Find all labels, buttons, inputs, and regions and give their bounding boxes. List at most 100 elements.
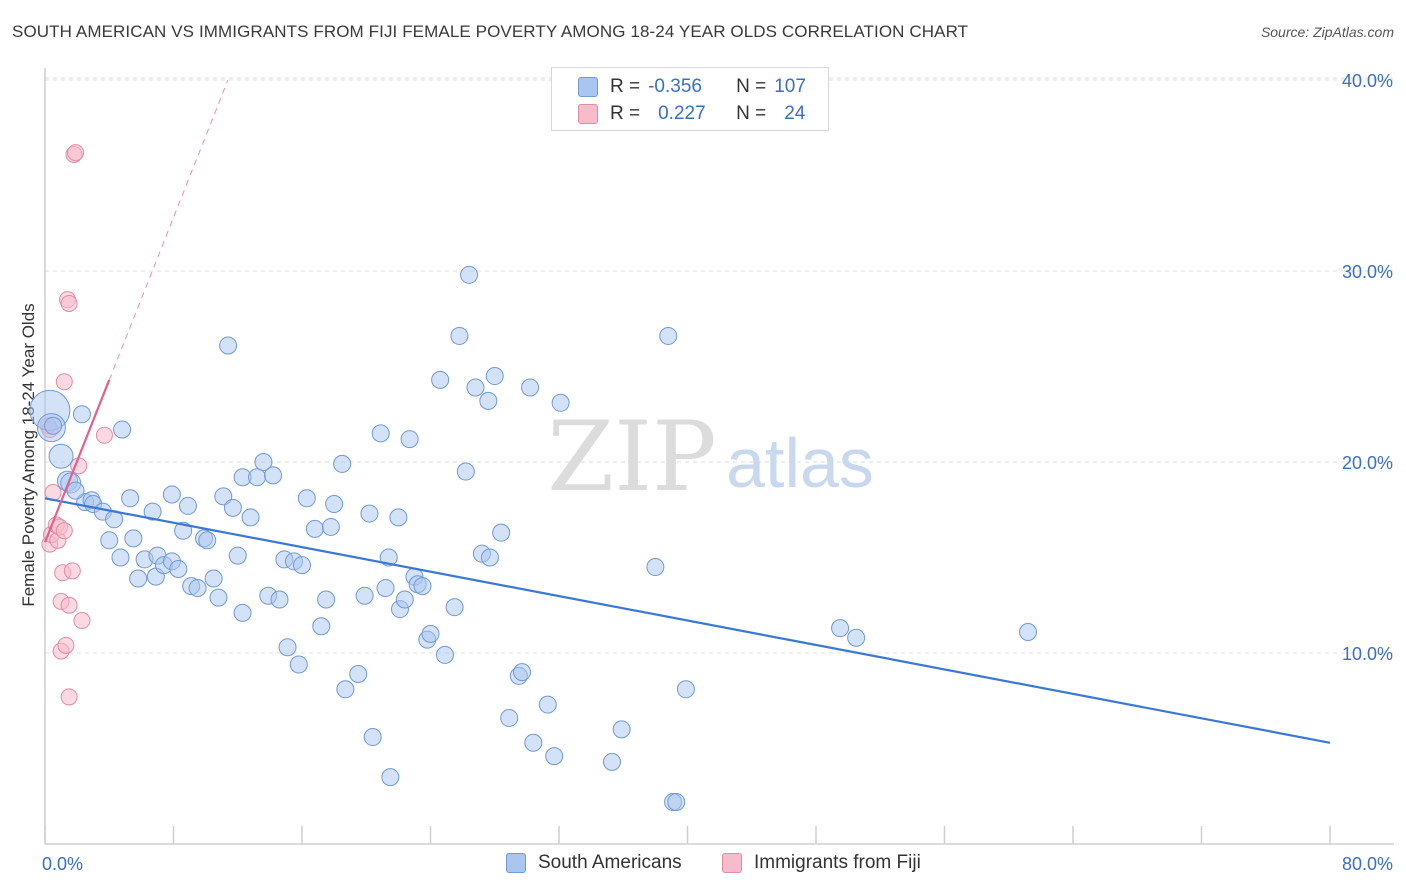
legend-swatch-south-american xyxy=(578,77,598,97)
fiji-point xyxy=(73,612,91,630)
y-tick-labels: 10.0% 20.0% 30.0% 40.0% xyxy=(1342,71,1393,664)
south-american-point xyxy=(174,521,193,540)
south-american-point xyxy=(219,336,238,355)
legend-item-south-americans: South Americans xyxy=(506,852,682,874)
south-american-point xyxy=(847,628,866,647)
legend-item-fiji: Immigrants from Fiji xyxy=(722,852,921,874)
south-american-point xyxy=(44,416,63,435)
south-american-point xyxy=(111,548,130,567)
south-american-point xyxy=(667,792,686,811)
south-american-point xyxy=(129,569,148,588)
legend-n-label: N = xyxy=(736,76,767,97)
south-american-point xyxy=(162,485,181,504)
south-american-point xyxy=(500,708,519,727)
south-american-point xyxy=(612,720,631,739)
legend-r-value: 0.227 xyxy=(658,103,706,124)
legend-r-value: -0.356 xyxy=(648,76,702,97)
south-american-point xyxy=(333,454,352,473)
south-american-point xyxy=(204,569,223,588)
south-american-point xyxy=(603,752,622,771)
south-american-point xyxy=(381,768,400,787)
south-american-point xyxy=(480,548,499,567)
south-american-point xyxy=(143,502,162,521)
south-american-point xyxy=(1019,622,1038,641)
fiji-trend-extension xyxy=(108,79,229,381)
south-american-point xyxy=(72,405,91,424)
fiji-point xyxy=(63,562,81,580)
south-american-point xyxy=(485,367,504,386)
south-american-point xyxy=(376,579,395,598)
south-american-point xyxy=(100,531,119,550)
south-american-point xyxy=(270,590,289,609)
legend-label: Immigrants from Fiji xyxy=(754,852,921,873)
x-tick-label: 80.0% xyxy=(1342,854,1393,874)
south-american-point xyxy=(228,546,247,565)
south-american-point xyxy=(445,598,464,617)
y-tick-label: 30.0% xyxy=(1342,262,1393,282)
south-american-point xyxy=(188,579,207,598)
x-tick-labels: 0.0% 80.0% xyxy=(42,854,1393,874)
legend-swatch-fiji xyxy=(722,853,742,873)
south-american-point xyxy=(389,508,408,527)
south-american-point xyxy=(317,590,336,609)
south-american-point xyxy=(521,378,540,397)
south-american-point xyxy=(435,645,454,664)
fiji-point xyxy=(55,522,73,540)
south-american-point xyxy=(305,519,324,538)
south-american-point xyxy=(312,617,331,636)
south-american-point xyxy=(198,531,217,550)
south-american-point xyxy=(325,495,344,514)
south-american-point xyxy=(395,590,414,609)
south-american-point xyxy=(524,733,543,752)
south-american-point xyxy=(248,468,267,487)
south-american-point xyxy=(66,481,85,500)
series-legend: South Americans Immigrants from Fiji xyxy=(0,852,1406,878)
south-american-point xyxy=(241,508,260,527)
south-american-point xyxy=(466,378,485,397)
south-american-point xyxy=(169,559,188,578)
south-american-point xyxy=(551,393,570,412)
south-american-point xyxy=(336,680,355,699)
watermark-zip: ZIP xyxy=(547,401,716,513)
south-american-point xyxy=(676,680,695,699)
fiji-point xyxy=(95,426,113,444)
fiji-point xyxy=(60,294,78,312)
south-american-point xyxy=(254,453,273,471)
south-american-point xyxy=(360,504,379,523)
south-american-point xyxy=(456,462,475,481)
axes xyxy=(44,68,1394,845)
south-american-point xyxy=(492,523,511,542)
south-american-point xyxy=(831,619,850,638)
south-american-point xyxy=(379,548,398,567)
south-american-point xyxy=(124,529,143,548)
y-tick-label: 40.0% xyxy=(1342,71,1393,91)
south-american-point xyxy=(355,586,374,605)
grid-lines xyxy=(45,77,1394,654)
legend-swatch-fiji xyxy=(578,104,598,124)
south-american-point xyxy=(363,728,382,747)
south-american-point xyxy=(209,588,228,607)
fiji-point xyxy=(67,144,85,162)
south-american-trend-line xyxy=(44,497,1331,744)
south-american-point xyxy=(121,489,140,508)
south-american-point xyxy=(223,498,242,517)
south-american-point xyxy=(214,487,233,506)
south-american-point xyxy=(349,665,368,684)
south-american-point xyxy=(293,556,311,575)
legend-n-value: 107 xyxy=(774,76,806,97)
south-american-point xyxy=(233,603,252,622)
trend-lines xyxy=(43,79,1331,744)
south-american-point xyxy=(659,326,678,345)
legend-n-value: 24 xyxy=(784,103,806,124)
y-tick-label: 20.0% xyxy=(1342,453,1393,473)
south-american-point xyxy=(113,420,132,439)
fiji-trend-line xyxy=(43,379,111,543)
fiji-point xyxy=(55,373,73,391)
y-tick-label: 10.0% xyxy=(1342,644,1393,664)
legend-r-label: R = xyxy=(610,76,641,97)
south-american-points xyxy=(29,265,1038,811)
legend-n-label: N = xyxy=(736,103,767,124)
chart-title: SOUTH AMERICAN VS IMMIGRANTS FROM FIJI F… xyxy=(12,22,969,41)
south-american-point xyxy=(479,391,498,410)
source-label: Source: ZipAtlas.com xyxy=(1260,24,1394,40)
